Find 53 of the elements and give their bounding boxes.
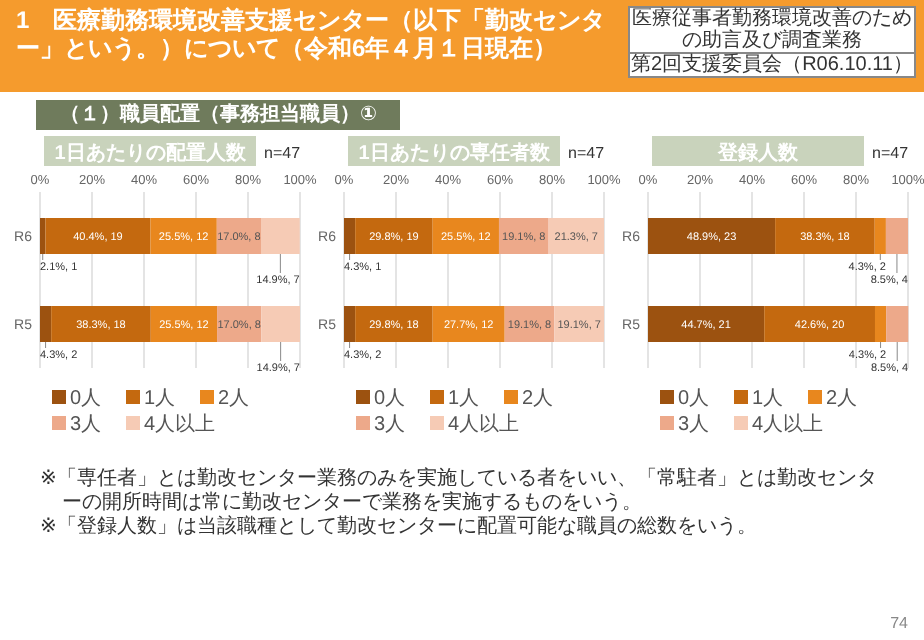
- bar: [261, 306, 300, 342]
- legend-label: 3人: [678, 414, 710, 436]
- text: n=47: [568, 144, 606, 162]
- bar: [51, 306, 151, 342]
- legend-label: 1人: [144, 388, 176, 410]
- text: ※「登録人数」は当該職種として勤改センターに配置可能な職員の総数をいう。: [40, 516, 759, 540]
- bar: [432, 218, 499, 254]
- legend-label: 4人以上: [448, 412, 520, 436]
- text: 第2回支援委員会（R06.10.11）: [630, 54, 914, 76]
- bar: [45, 218, 151, 254]
- legend-label: 4人以上: [144, 412, 216, 436]
- bar: [764, 306, 875, 342]
- bar: [548, 218, 604, 254]
- bar: [886, 306, 909, 342]
- bar: [498, 218, 549, 254]
- bar: [648, 218, 776, 254]
- text: ※「専任者」とは勤改センター業務のみを実施している者をいい、「常駐者」とは勤改センターの開所時間は常に勤改センターで業務を実施するものをいう。: [40, 468, 879, 515]
- bar: [40, 218, 46, 254]
- bar: [554, 306, 604, 342]
- legend-label: 1人: [752, 388, 784, 410]
- legend-label: 0人: [374, 388, 406, 410]
- bar: [150, 306, 218, 342]
- chart-title: 登録人数: [716, 141, 800, 165]
- legend-label: 0人: [678, 388, 710, 410]
- bar: [261, 218, 300, 254]
- legend-label: 4人以上: [752, 412, 824, 436]
- bar: [150, 218, 217, 254]
- legend-label: 2人: [218, 388, 250, 410]
- legend-label: 2人: [522, 388, 554, 410]
- chart-title: 1日あたりの配置人数: [54, 141, 248, 165]
- legend-label: 3人: [70, 414, 102, 436]
- legend-label: 3人: [374, 414, 406, 436]
- bar: [874, 306, 887, 342]
- bar: [775, 218, 875, 254]
- text: 1 医療勤務環境改善支援センター（以下「勤改センター」という。）について（令和6年４月１日現在）: [16, 6, 608, 62]
- text: n=47: [264, 144, 302, 162]
- bar: [344, 306, 356, 342]
- text: （１）職員配置（事務担当職員）①: [36, 100, 401, 130]
- bar: [355, 218, 433, 254]
- bar: [648, 306, 765, 342]
- bar: [432, 306, 505, 342]
- bar: [40, 306, 52, 342]
- bar: [885, 218, 908, 254]
- legend-label: 1人: [448, 388, 480, 410]
- chart-title: 1日あたりの専任者数: [358, 141, 552, 165]
- bar: [355, 306, 433, 342]
- bar: [874, 218, 886, 254]
- legend-label: 0人: [70, 388, 102, 410]
- text: 医療従事者勤務環境改善のための助言及び調査業務: [630, 8, 914, 54]
- bar: [344, 218, 356, 254]
- text: n=47: [872, 144, 910, 162]
- legend-label: 2人: [826, 388, 858, 410]
- text: 74: [890, 614, 908, 632]
